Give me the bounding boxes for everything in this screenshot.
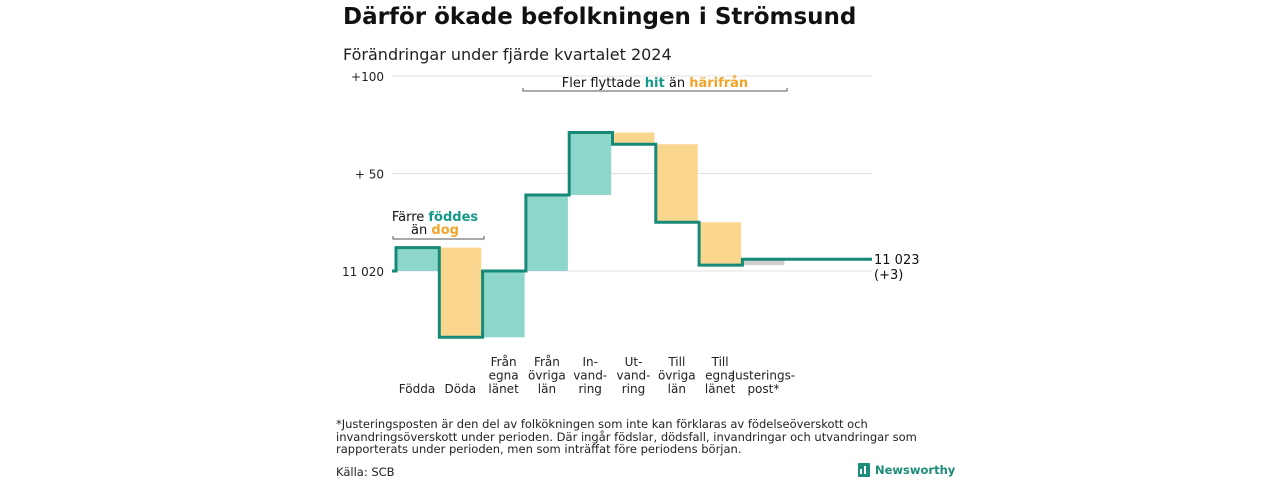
births-annotation-line2: än dog [411,223,459,238]
bar-decrease [612,132,655,145]
x-category-label: övriga [528,369,566,383]
x-category-label: ring [622,382,646,396]
y-tick-label: + 50 [355,168,384,182]
x-category-label: länet [488,382,519,396]
chart-subtitle: Förändringar under fjärde kvartalet 2024 [343,45,672,64]
newsworthy-logo-icon [858,463,870,477]
migration-annotation-highlight-hit: hit [645,76,665,91]
x-category-label: Till [667,355,685,369]
bar-adjustment [742,259,785,266]
bar-increase [569,132,612,195]
y-axis-tick-labels: +100 + 50 11 020 [342,70,384,279]
bar-decrease [655,144,698,223]
x-category-label: egna [705,369,735,383]
x-category-label: Döda [445,382,477,396]
births-bracket [392,236,485,240]
births-annotation-line1: Färre föddes [392,210,479,225]
x-category-label: Ut- [625,355,643,369]
x-category-label: länet [705,382,736,396]
migration-bracket [522,88,788,92]
bars [396,132,785,338]
y-tick-label: +100 [351,70,384,84]
y-tick-label: 11 020 [342,265,384,279]
x-category-label: ring [578,382,602,396]
gridlines [392,75,872,272]
x-category-label: vand- [573,369,607,383]
cumulative-step-line [392,131,872,339]
end-value-label: 11 023(+3) [874,253,920,283]
migration-annotation-highlight-harifran: härifrån [689,76,748,91]
source-note: Källa: SCB [336,465,395,479]
x-category-label: Från [534,355,560,369]
bar-increase [396,247,438,271]
end-change: (+3) [874,268,903,283]
bar-increase [525,194,568,271]
x-category-label: övriga [658,369,696,383]
migration-annotation-text: än [665,76,689,91]
births-annotation-text: Färre [392,210,429,225]
x-category-label: Från [491,355,517,369]
x-category-label: län [668,382,686,396]
births-annotation-highlight: föddes [428,210,478,225]
bar-increase [482,271,525,338]
chart-title: Därför ökade befolkningen i Strömsund [343,4,857,30]
x-axis-category-labels: Födda DödaFrånegnalänetFrånövrigalänIn-va… [399,355,795,396]
footnote: *Justeringsposten är den del av folkökni… [336,417,917,456]
x-category-label: In- [582,355,597,369]
births-annotation-text: än [411,223,431,238]
migration-annotation-text: Fler flyttade [562,76,645,91]
migration-annotation: Fler flyttade hit än härifrån [562,76,748,91]
x-category-label: län [538,382,556,396]
x-category-label: Justerings- [731,369,796,383]
bar-decrease [699,222,742,266]
deaths-annotation-highlight: dog [431,223,459,238]
bar-decrease [439,247,482,338]
x-category-label: Födda [399,382,435,396]
brand-name: Newsworthy [875,463,956,477]
brand-logo: Newsworthy [858,463,955,477]
end-value: 11 023 [874,253,920,268]
x-category-label: Till [711,355,729,369]
x-category-label: post* [747,382,779,396]
x-category-label: vand- [616,369,650,383]
x-category-label: egna [489,369,519,383]
